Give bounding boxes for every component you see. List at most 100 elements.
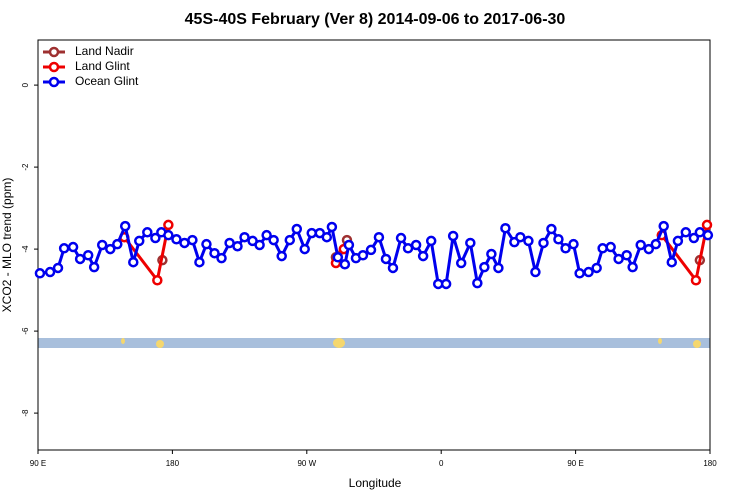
land-blob: [121, 338, 125, 344]
data-point: [343, 239, 355, 251]
data-point: [688, 232, 700, 244]
data-point: [621, 250, 632, 261]
data-point: [239, 231, 250, 243]
data-point: [583, 266, 594, 278]
ocean-strip: [38, 338, 710, 348]
data-point: [658, 220, 669, 232]
land-blob: [156, 340, 164, 348]
map-strip: [38, 338, 710, 348]
data-point: [194, 256, 205, 268]
data-point: [232, 240, 243, 252]
data-point: [332, 252, 344, 263]
x-tick-label: 90 E: [567, 459, 583, 468]
data-point: [34, 268, 46, 279]
data-point: [546, 223, 557, 235]
data-point: [339, 259, 351, 270]
legend-marker: [48, 76, 60, 88]
data-point: [701, 219, 713, 231]
data-point: [209, 247, 220, 259]
data-point: [680, 227, 692, 238]
legend-marker: [48, 46, 60, 58]
data-point: [643, 243, 655, 255]
x-axis-label: Longitude: [349, 476, 402, 490]
x-tick-label: 90 W: [297, 459, 316, 468]
data-point: [440, 278, 452, 290]
data-point: [291, 223, 303, 235]
data-point: [690, 275, 702, 286]
data-point: [530, 266, 541, 278]
data-point: [44, 266, 56, 278]
x-tick-label: 180: [703, 459, 717, 468]
data-point: [326, 221, 338, 233]
data-point: [627, 261, 638, 273]
data-point: [666, 256, 678, 268]
data-point: [105, 243, 116, 255]
data-point: [357, 250, 369, 261]
data-point: [321, 231, 333, 243]
data-point: [410, 239, 422, 251]
land-blob: [658, 338, 662, 344]
data-point: [74, 253, 86, 265]
data-point: [447, 230, 459, 242]
data-point: [500, 222, 511, 234]
data-point: [133, 235, 145, 247]
y-tick-label: -6: [21, 327, 30, 335]
data-point: [142, 227, 153, 238]
data-point: [553, 234, 564, 245]
data-point: [613, 253, 624, 265]
series: [34, 220, 714, 290]
data-point: [472, 277, 483, 289]
data-point: [538, 237, 549, 249]
data-point: [365, 244, 377, 256]
legend-marker: [48, 61, 60, 73]
y-axis-label: XCO2 - MLO trend (ppm): [0, 178, 14, 313]
data-point: [299, 243, 310, 255]
data-point: [568, 238, 579, 250]
x-tick-label: 90 E: [30, 459, 46, 468]
data-point: [163, 219, 174, 231]
data-point: [112, 238, 123, 250]
data-point: [187, 234, 198, 246]
data-point: [119, 220, 131, 232]
data-point: [128, 256, 139, 268]
data-point: [402, 243, 414, 254]
data-point: [306, 227, 317, 239]
data-point: [387, 262, 399, 274]
data-point: [417, 250, 429, 262]
data-point: [597, 243, 608, 254]
data-point: [425, 235, 437, 247]
data-point: [605, 241, 616, 253]
series-line: [39, 224, 709, 286]
data-point: [58, 243, 70, 254]
data-point: [672, 235, 684, 247]
data-point: [560, 243, 571, 254]
data-point: [455, 257, 467, 269]
data-point: [284, 234, 296, 246]
y-tick-label: -4: [21, 245, 30, 253]
chart-title: 45S-40S February (Ver 8) 2014-09-06 to 2…: [185, 11, 566, 28]
data-point: [216, 252, 227, 264]
data-point: [276, 250, 287, 262]
data-point: [82, 250, 94, 261]
data-point: [380, 253, 392, 265]
data-point: [261, 229, 272, 241]
data-point: [201, 238, 212, 250]
y-tick-label: 0: [21, 82, 30, 87]
plot-frame: [37, 39, 711, 451]
data-point: [52, 262, 64, 274]
x-tick-label: 0: [439, 459, 444, 468]
data-point: [96, 239, 108, 251]
data-point: [493, 262, 504, 274]
data-point: [650, 238, 662, 250]
land-blob: [693, 340, 701, 348]
data-point: [465, 237, 476, 249]
data-point: [163, 229, 174, 241]
data-point: [515, 231, 526, 243]
data-point: [88, 261, 100, 273]
legend-label: Land Nadir: [75, 44, 134, 58]
data-point: [395, 232, 407, 244]
data-point: [373, 231, 385, 243]
data-point: [635, 239, 646, 251]
data-point: [694, 227, 706, 238]
